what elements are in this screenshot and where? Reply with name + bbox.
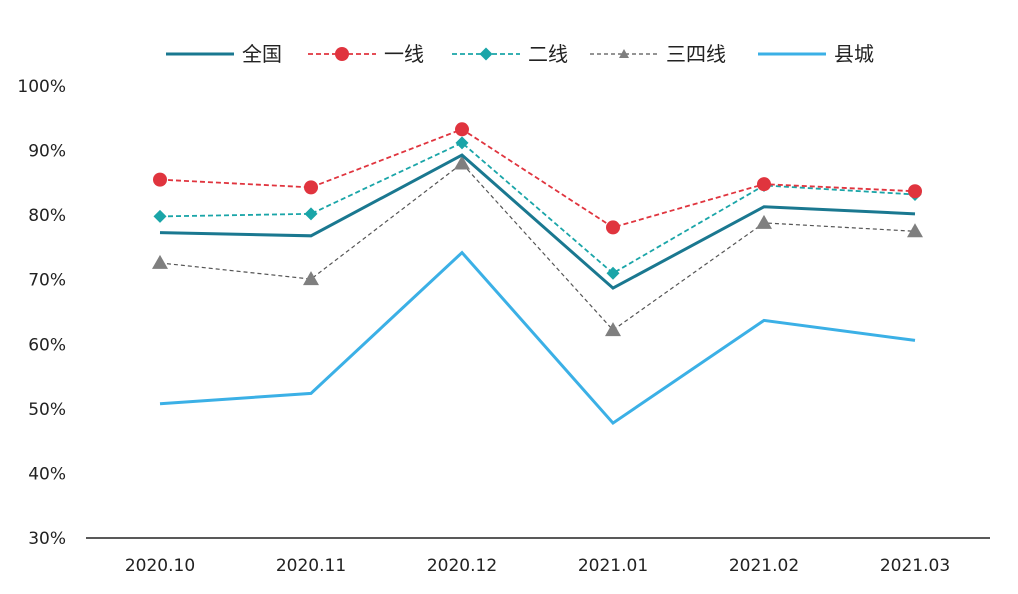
y-tick-label: 90% — [28, 142, 66, 162]
legend-item: 一线 — [308, 42, 424, 66]
legend-item: 三四线 — [590, 42, 726, 66]
y-tick-label: 60% — [28, 335, 66, 355]
data-point-marker — [152, 254, 168, 269]
y-tick-label: 100% — [17, 77, 66, 97]
data-point-marker — [304, 180, 318, 195]
series-line — [159, 162, 916, 331]
series-1 — [153, 122, 922, 235]
x-tick-label: 2021.01 — [578, 556, 648, 576]
data-point-marker — [606, 266, 620, 280]
legend-marker — [619, 49, 629, 58]
series-line — [159, 141, 916, 275]
legend-item: 县城 — [758, 42, 874, 66]
legend-label: 一线 — [384, 42, 424, 66]
legend-label: 三四线 — [666, 42, 726, 66]
legend-marker — [479, 47, 493, 61]
data-point-marker — [454, 155, 470, 170]
data-point-marker — [757, 177, 771, 192]
data-point-marker — [153, 209, 167, 223]
legend: 全国 一线 二线 三四线 县城 — [166, 42, 874, 66]
data-point-marker — [908, 184, 922, 199]
plot-area — [152, 122, 923, 426]
legend-label: 全国 — [242, 42, 282, 66]
y-tick-label: 30% — [28, 529, 66, 549]
legend-label: 县城 — [834, 42, 874, 66]
data-point-marker — [606, 220, 620, 235]
data-point-marker — [455, 136, 469, 150]
y-tick-label: 40% — [28, 464, 66, 484]
data-point-marker — [605, 322, 621, 337]
x-tick-label: 2020.10 — [125, 556, 195, 576]
series-line — [159, 153, 916, 290]
series-line — [159, 128, 916, 229]
x-tick-label: 2021.03 — [880, 556, 950, 576]
y-tick-label: 80% — [28, 206, 66, 226]
data-point-marker — [153, 172, 167, 187]
data-point-marker — [907, 223, 923, 238]
series-0 — [159, 153, 916, 290]
data-point-marker — [303, 271, 319, 286]
x-tick-label: 2020.11 — [276, 556, 346, 576]
x-tick-label: 2021.02 — [729, 556, 799, 576]
legend-label: 二线 — [528, 42, 568, 66]
series-3 — [152, 155, 923, 337]
legend-item: 二线 — [452, 42, 568, 66]
data-point-marker — [304, 207, 318, 221]
axes: 30% 40% 50% 60% 70% 80% 90% 100% 2020.10 2020.11 2… — [17, 77, 990, 576]
data-point-marker — [455, 122, 469, 137]
y-tick-label: 50% — [28, 400, 66, 420]
y-tick-label: 70% — [28, 271, 66, 291]
x-tick-label: 2020.12 — [427, 556, 497, 576]
legend-marker — [335, 47, 349, 61]
series-line — [159, 250, 916, 426]
data-point-marker — [756, 214, 772, 229]
series-4 — [159, 250, 916, 426]
legend-item: 全国 — [166, 42, 282, 66]
